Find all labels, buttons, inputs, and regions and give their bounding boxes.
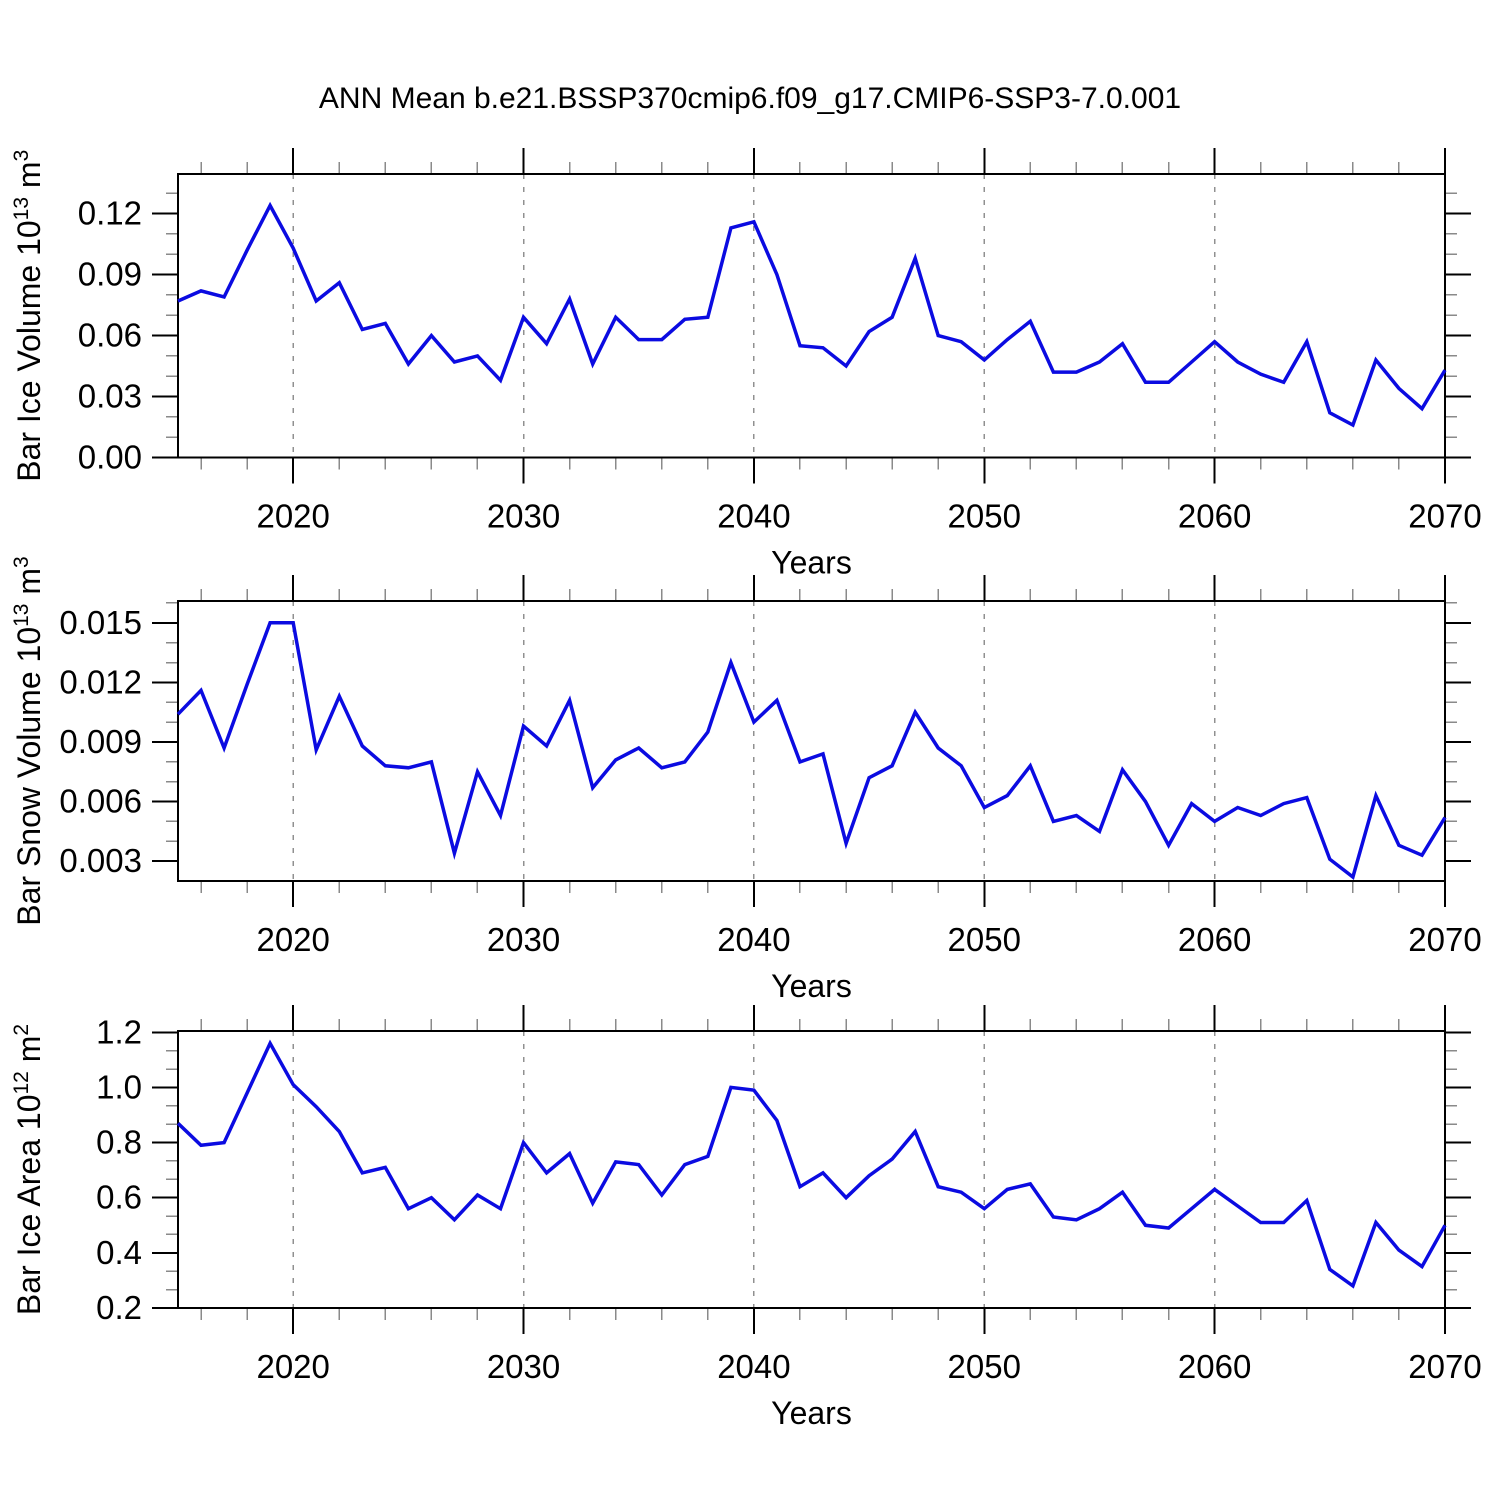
panel-ice-volume: 2020 2030 2040 2050 2060 2070 0.00 0.03 0.06 0.09… (10, 148, 1482, 581)
panel-snow-volume: 2020 2030 2040 2050 2060 2070 0.003 0.006 0.009 0… (10, 556, 1482, 1004)
y-tick-label: 0.00 (78, 439, 142, 476)
plot-frame (177, 173, 1446, 459)
x-tick-label: 2040 (717, 921, 790, 958)
chart-title: ANN Mean b.e21.BSSP370cmip6.f09_g17.CMIP… (318, 82, 1182, 115)
x-axis-label: Years (771, 968, 852, 1004)
x-tick-label: 2040 (717, 1348, 790, 1385)
x-tick-label: 2040 (717, 498, 790, 535)
plot-frame (177, 1030, 1446, 1309)
y-tick-label: 0.009 (59, 723, 142, 760)
y-tick-label: 0.015 (59, 604, 142, 641)
panel-ice-area: 2020 2030 2040 2050 2060 2070 0.2 0.4 0.6 0.8 1.0 1… (10, 1005, 1482, 1431)
ice-area-y-axis-label: Bar Ice Area 1012 m2 (10, 1024, 47, 1315)
x-tick-label: 2020 (256, 921, 329, 958)
y-tick-label: 0.03 (78, 378, 142, 415)
snow-volume-line (176, 621, 1447, 880)
x-tick-label: 2060 (1178, 1348, 1251, 1385)
y-tick-label: 1.2 (96, 1013, 142, 1050)
ice-volume-y-axis-label: Bar Ice Volume 1013 m3 (10, 150, 47, 482)
y-tick-label: 0.6 (96, 1179, 142, 1216)
x-tick-label: 2050 (948, 498, 1021, 535)
y-tick-label: 0.012 (59, 663, 142, 700)
x-tick-label: 2050 (948, 1348, 1021, 1385)
x-axis-label: Years (771, 1395, 852, 1431)
y-tick-label: 1.0 (96, 1068, 142, 1105)
y-tick-label: 0.4 (96, 1234, 142, 1271)
x-tick-label: 2020 (256, 1348, 329, 1385)
y-tick-label: 0.8 (96, 1124, 142, 1161)
x-tick-label: 2020 (256, 498, 329, 535)
x-tick-label: 2030 (487, 921, 560, 958)
x-tick-label: 2060 (1178, 921, 1251, 958)
x-tick-label: 2050 (948, 921, 1021, 958)
y-tick-label: 0.2 (96, 1289, 142, 1326)
y-tick-label: 0.06 (78, 317, 142, 354)
plot-frame (177, 600, 1446, 882)
ice-area-line (176, 1039, 1447, 1289)
x-tick-label: 2060 (1178, 498, 1251, 535)
y-tick-label: 0.003 (59, 842, 142, 879)
x-tick-label: 2070 (1408, 921, 1481, 958)
y-tick-label: 0.006 (59, 783, 142, 820)
x-tick-label: 2070 (1408, 498, 1481, 535)
x-tick-label: 2030 (487, 498, 560, 535)
x-tick-label: 2030 (487, 1348, 560, 1385)
y-tick-label: 0.12 (78, 195, 142, 232)
y-tick-label: 0.09 (78, 256, 142, 293)
x-tick-label: 2070 (1408, 1348, 1481, 1385)
x-axis-label: Years (771, 545, 852, 581)
ice-volume-line (177, 201, 1447, 428)
snow-volume-y-axis-label: Bar Snow Volume 1013 m3 (10, 556, 47, 925)
